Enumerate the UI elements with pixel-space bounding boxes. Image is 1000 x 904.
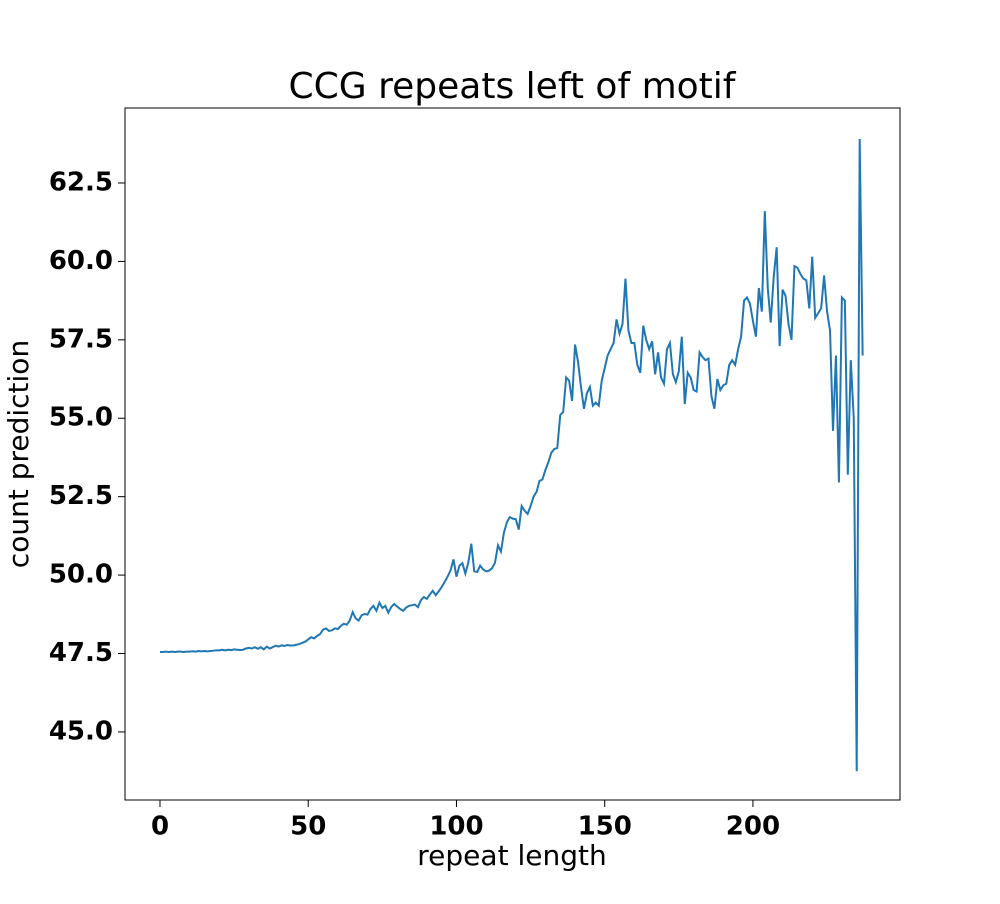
y-tick-label: 45.0 <box>49 716 113 746</box>
x-tick-label: 100 <box>429 812 483 842</box>
x-axis-label: repeat length <box>417 839 606 872</box>
line-series <box>159 139 864 772</box>
y-axis-label: count prediction <box>2 340 35 568</box>
x-tick-label: 0 <box>151 812 169 842</box>
y-tick-label: 50.0 <box>49 560 113 590</box>
chart-title: CCG repeats left of motif <box>289 66 737 107</box>
y-tick-label: 57.5 <box>49 324 113 354</box>
y-tick-label: 55.0 <box>49 403 113 433</box>
x-tick-label: 150 <box>578 812 632 842</box>
x-tick-label: 200 <box>726 812 780 842</box>
y-tick-label: 60.0 <box>49 246 113 276</box>
x-tick-label: 50 <box>290 812 326 842</box>
y-tick-label: 62.5 <box>49 167 113 197</box>
plot-frame <box>124 107 901 801</box>
y-tick-label: 47.5 <box>49 638 113 668</box>
y-tick-label: 52.5 <box>49 481 113 511</box>
